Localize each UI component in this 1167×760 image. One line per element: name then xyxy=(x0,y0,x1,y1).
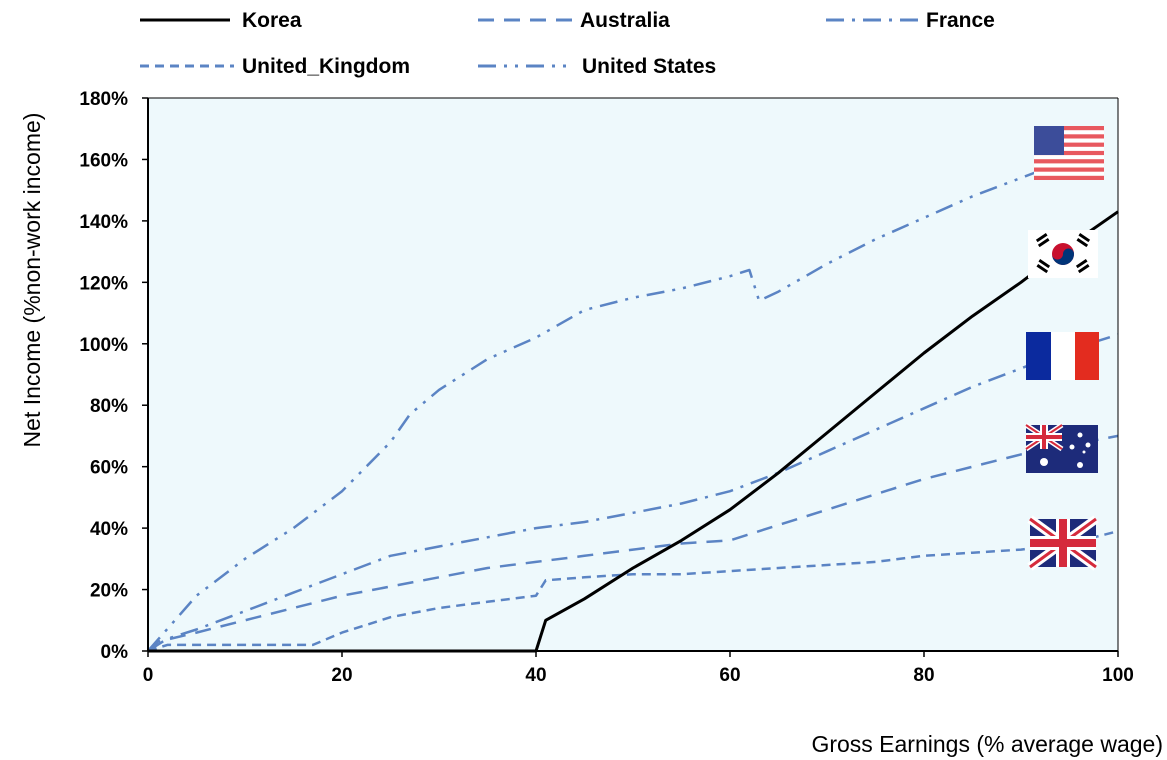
x-tick-label: 0 xyxy=(143,665,154,686)
series-line-korea xyxy=(148,210,1119,653)
x-tick-label: 40 xyxy=(525,665,546,686)
legend-item-united-states: United States xyxy=(478,55,716,78)
series-layer xyxy=(147,158,1119,653)
legend-label-france: France xyxy=(926,9,995,32)
plot-area xyxy=(148,98,1118,651)
y-tick-label: 40% xyxy=(90,519,128,540)
y-tick-label: 140% xyxy=(79,212,128,233)
x-tick-label: 60 xyxy=(719,665,740,686)
y-tick-label: 0% xyxy=(101,642,129,663)
legend: Korea Australia France United_Kingdom Un… xyxy=(140,9,995,78)
us-flag-icon xyxy=(1034,126,1104,180)
legend-label-korea: Korea xyxy=(242,9,302,32)
australia-flag-icon xyxy=(1024,422,1098,473)
y-tick-label: 160% xyxy=(79,150,128,171)
x-tick-label: 100 xyxy=(1102,665,1134,686)
y-tick-label: 100% xyxy=(79,335,128,356)
legend-label-united-kingdom: United_Kingdom xyxy=(242,55,410,78)
y-axis-title: Net Income (%non-work income) xyxy=(19,113,45,448)
series-line-australia xyxy=(147,434,1119,652)
series-line-united-kingdom xyxy=(147,529,1119,653)
x-axis-title: Gross Earnings (% average wage) xyxy=(811,731,1163,757)
x-tick-label: 80 xyxy=(913,665,934,686)
x-tick-label: 20 xyxy=(331,665,352,686)
legend-item-korea: Korea xyxy=(140,9,302,32)
legend-item-australia: Australia xyxy=(478,9,670,32)
uk-flag-icon xyxy=(1027,515,1099,571)
y-tick-label: 180% xyxy=(79,89,128,110)
y-tick-label: 60% xyxy=(90,458,128,479)
y-tick-label: 20% xyxy=(90,581,128,602)
korea-flag-icon xyxy=(1028,230,1098,278)
tick-layer: 0% 20% 40% 60% 80% 100% 120% 140% 160% 180% 0 20 40 6… xyxy=(79,89,1133,686)
y-tick-label: 120% xyxy=(79,273,128,294)
legend-item-united-kingdom: United_Kingdom xyxy=(140,55,410,78)
legend-label-united-states: United States xyxy=(582,55,716,78)
france-flag-icon xyxy=(1026,332,1099,380)
legend-item-france: France xyxy=(826,9,995,32)
y-tick-label: 80% xyxy=(90,396,128,417)
legend-label-australia: Australia xyxy=(580,9,670,32)
series-line-france xyxy=(147,333,1119,653)
